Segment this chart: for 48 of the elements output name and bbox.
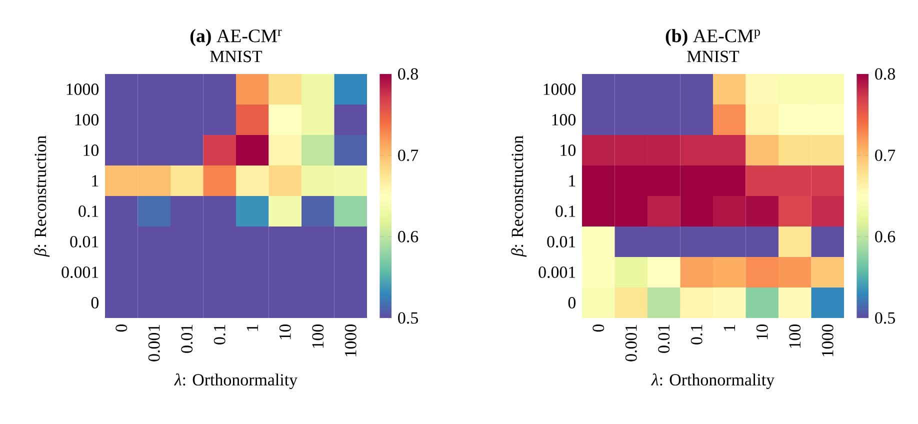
x-tick-label: 0.1 bbox=[214, 324, 226, 344]
color-bar-label: 0.6 bbox=[875, 230, 896, 242]
x-tick-label: 0 bbox=[592, 324, 604, 332]
x-tick-label: 0.01 bbox=[181, 324, 193, 353]
y-tick-label: 1000 bbox=[544, 84, 576, 95]
x-tick-label: 0.001 bbox=[625, 324, 637, 362]
chart-title: (b) AE-CM$^{p}$ bbox=[666, 28, 760, 46]
y-tick-label: 10 bbox=[560, 144, 576, 156]
y-tick-label: 10 bbox=[84, 144, 99, 156]
y-tick-label: 1 bbox=[569, 175, 576, 186]
x-tick-label: 0.01 bbox=[658, 324, 670, 353]
y-tick-label: 0.001 bbox=[538, 266, 576, 278]
y-tick-label: 0.1 bbox=[556, 206, 576, 217]
color-bar-label: 0.7 bbox=[398, 150, 418, 162]
y-tick-label: 0.01 bbox=[547, 236, 576, 248]
x-tick-label: 0 bbox=[116, 324, 128, 332]
y-tick-label: 100 bbox=[552, 114, 576, 126]
x-tick-label: 0.001 bbox=[148, 324, 160, 362]
color-bar-label: 0.8 bbox=[398, 68, 418, 80]
color-bar-label: 0.8 bbox=[875, 68, 895, 80]
y-axis-title: β: Reconstruction bbox=[511, 136, 527, 257]
x-tick-label: 1 bbox=[246, 324, 258, 331]
x-tick-label: 1 bbox=[724, 324, 735, 331]
y-tick-label: 0.001 bbox=[62, 266, 98, 278]
y-tick-label: 1000 bbox=[66, 84, 99, 95]
y-tick-label: 0.1 bbox=[78, 206, 98, 217]
y-tick-label: 0 bbox=[91, 297, 99, 308]
x-tick-label: 100 bbox=[312, 324, 324, 348]
x-tick-label: 10 bbox=[756, 324, 768, 340]
color-bar-label: 0.5 bbox=[398, 312, 418, 324]
y-tick-label: 100 bbox=[75, 114, 99, 126]
y-tick-label: 1 bbox=[92, 175, 98, 186]
y-tick-label: 0 bbox=[568, 297, 576, 308]
x-tick-label: 10 bbox=[279, 324, 291, 340]
x-tick-label: 1000 bbox=[344, 324, 356, 356]
chart-title: (a) AE-CM$^{r}$ bbox=[190, 28, 282, 46]
x-tick-label: 100 bbox=[789, 324, 801, 348]
color-bar-label: 0.7 bbox=[875, 150, 896, 162]
color-bar-label: 0.6 bbox=[398, 230, 418, 242]
color-bar-label: 0.5 bbox=[875, 312, 895, 324]
y-axis-title: β: Reconstruction bbox=[34, 136, 50, 257]
chart-subtitle: MNIST bbox=[210, 50, 262, 62]
x-axis-title: λ: Orthonormality bbox=[651, 373, 774, 390]
x-axis-title: λ: Orthonormality bbox=[174, 373, 298, 390]
y-tick-label: 0.01 bbox=[70, 236, 98, 248]
x-tick-label: 1000 bbox=[822, 324, 834, 356]
chart-subtitle: MNIST bbox=[687, 50, 740, 62]
x-tick-label: 0.1 bbox=[690, 324, 702, 344]
